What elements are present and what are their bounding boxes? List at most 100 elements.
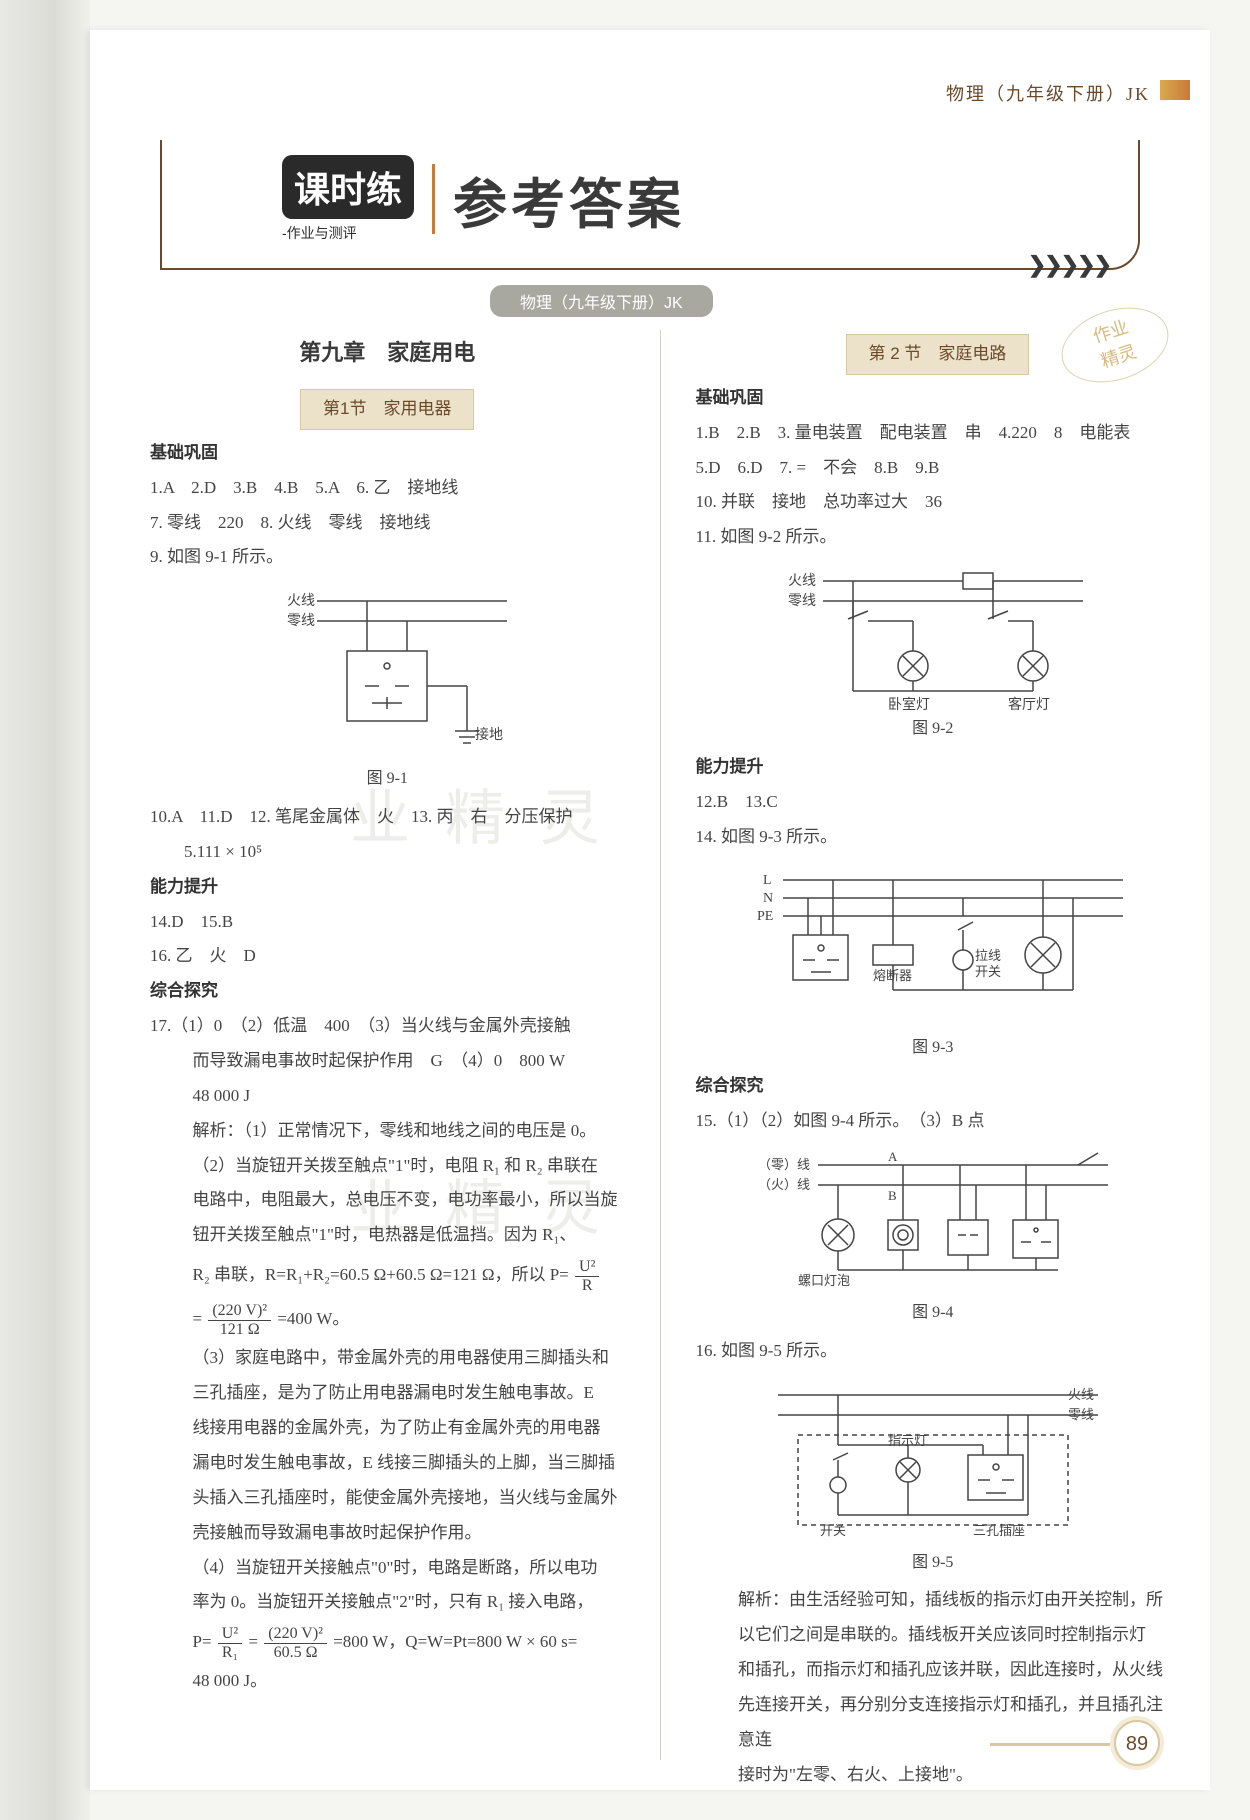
ans-line: 12.B 13.C [696, 785, 1171, 820]
ans-line: 15.（1）（2）如图 9-4 所示。 （3）B 点 [696, 1104, 1171, 1139]
subhead-basic: 基础巩固 [696, 381, 1171, 416]
figure-9-1: 火线 零线 接地 [257, 581, 517, 761]
svg-text:开关: 开关 [820, 1523, 846, 1538]
ans-line: 7. 零线 220 8. 火线 零线 接地线 [150, 506, 625, 541]
subject-pill: 物理（九年级下册）JK [490, 285, 713, 317]
ans-line: 线接用电器的金属外壳，为了防止有金属外壳的用电器 [150, 1411, 625, 1446]
svg-text:火线: 火线 [788, 573, 816, 589]
ans-line: 率为 0。当旋钮开关接触点"2"时，只有 R₁ 接入电路， [150, 1585, 625, 1620]
ans-line: 先连接开关，再分别分支连接指示灯和插孔，并且插孔注意连 [696, 1688, 1171, 1758]
ans-line: = (220 V)² 121 Ω =400 W。 [150, 1297, 625, 1341]
right-column: 第 2 节 家庭电路 基础巩固 1.B 2.B 3. 量电装置 配电装置 串 4… [696, 330, 1171, 1760]
left-column: 第九章 家庭用电 第1节 家用电器 基础巩固 1.A 2.D 3.B 4.B 5… [150, 330, 625, 1760]
section-bar-2: 第 2 节 家庭电路 [846, 334, 1030, 375]
svg-text:N: N [763, 891, 773, 906]
ans-line: （4）当旋钮开关接触点"0"时，电路是断路，所以电功 [150, 1551, 625, 1586]
svg-text:零线: 零线 [788, 593, 816, 609]
svg-text:L: L [763, 873, 772, 888]
subhead-ability: 能力提升 [150, 870, 625, 905]
title-inner: 课时练 -作业与测评 参考答案 [282, 155, 685, 243]
fraction: (220 V)² 60.5 Ω [264, 1625, 327, 1661]
ans-line: 电路中，电阻最大，总电压不变，电功率最小，所以当旋 [150, 1183, 625, 1218]
badge-column: 课时练 -作业与测评 [282, 155, 414, 243]
ans-line: （2）当旋钮开关拨至触点"1"时，电阻 R₁ 和 R₂ 串联在 [150, 1149, 625, 1184]
chevrons-icon: ❯❯❯❯❯ [1028, 252, 1110, 278]
fig91-fire: 火线 [287, 593, 315, 609]
ans-line: 漏电时发生触电事故，E 线接三脚插头的上脚，当三脚插 [150, 1446, 625, 1481]
ans-line: R₂ 串联，R=R₁+R₂=60.5 Ω+60.5 Ω=121 Ω，所以 P= … [150, 1253, 625, 1297]
fig91-ground: 接地 [475, 726, 503, 743]
ans-line: （3）家庭电路中，带金属外壳的用电器使用三脚插头和 [150, 1341, 625, 1376]
eq-text: P= [193, 1632, 212, 1651]
fraction: (220 V)² 121 Ω [208, 1302, 271, 1338]
columns: 第九章 家庭用电 第1节 家用电器 基础巩固 1.A 2.D 3.B 4.B 5… [150, 330, 1170, 1760]
ans-line: 和插孔，而指示灯和插孔应该并联，因此连接时，从火线 [696, 1653, 1171, 1688]
figure-9-2: 火线 零线 卧室灯 客厅灯 [763, 561, 1103, 711]
svg-text:火线: 火线 [1068, 1387, 1094, 1402]
subhead-basic: 基础巩固 [150, 436, 625, 471]
eq-text: = [193, 1309, 203, 1328]
svg-text:开关: 开关 [975, 964, 1001, 979]
ans-line: 解析：由生活经验可知，插线板的指示灯由开关控制，所 [696, 1583, 1171, 1618]
svg-text:（零）线: （零）线 [758, 1157, 810, 1172]
ans-line: 10.A 11.D 12. 笔尾金属体 火 13. 丙 右 分压保护 [150, 800, 625, 835]
fraction: U² R₁ [218, 1625, 242, 1661]
svg-text:螺口灯泡: 螺口灯泡 [798, 1273, 850, 1288]
ans-line: 钮开关拨至触点"1"时，电热器是低温挡。因为 R₁、 [150, 1218, 625, 1253]
svg-text:PE: PE [757, 909, 773, 924]
ans-line: 17.（1）0 （2）低温 400 （3）当火线与金属外壳接触 [150, 1009, 625, 1044]
ans-line: 48 000 J [150, 1079, 625, 1114]
ans-line: 而导致漏电事故时起保护作用 G （4）0 800 W [150, 1044, 625, 1079]
eq-text: R₂ 串联，R=R₁+R₂=60.5 Ω+60.5 Ω=121 Ω，所以 P= [193, 1265, 569, 1284]
ans-line: 11. 如图 9-2 所示。 [696, 520, 1171, 555]
svg-text:熔断器: 熔断器 [873, 968, 912, 983]
ans-line: 以它们之间是串联的。插线板开关应该同时控制指示灯 [696, 1618, 1171, 1653]
ans-line: 1.B 2.B 3. 量电装置 配电装置 串 4.220 8 电能表 [696, 416, 1171, 451]
badge-sub: -作业与测评 [282, 223, 357, 243]
fig91-zero: 零线 [287, 613, 315, 629]
figure-9-5: 火线 零线 指示灯 开关 三孔插座 [748, 1375, 1118, 1545]
subhead-explore: 综合探究 [150, 974, 625, 1009]
eq-text: = [248, 1632, 262, 1651]
svg-text:客厅灯: 客厅灯 [1008, 696, 1050, 711]
ans-line: 三孔插座，是为了防止用电器漏电时发生触电事故。E [150, 1376, 625, 1411]
column-divider [660, 330, 661, 1760]
section-bar-1: 第1节 家用电器 [300, 389, 474, 430]
title-frame: 课时练 -作业与测评 参考答案 [160, 140, 1140, 270]
ans-line: 9. 如图 9-1 所示。 [150, 540, 625, 575]
svg-text:三孔插座: 三孔插座 [973, 1523, 1025, 1538]
svg-text:拉线: 拉线 [975, 948, 1001, 963]
ans-line: 5.D 6.D 7. = 不会 8.B 9.B [696, 451, 1171, 486]
svg-text:（火）线: （火）线 [758, 1177, 810, 1192]
figure-9-3: L N PE 熔断器 拉线 开关 [733, 860, 1133, 1030]
ans-line: 壳接触而导致漏电事故时起保护作用。 [150, 1516, 625, 1551]
ans-line: P= U² R₁ = (220 V)² 60.5 Ω =800 W，Q=W=Pt… [150, 1620, 625, 1664]
fig93-caption: 图 9-3 [696, 1032, 1171, 1065]
title-main: 参考答案 [453, 160, 685, 239]
ans-line: 接时为"左零、右火、上接地"。 [696, 1758, 1171, 1793]
badge: 课时练 [282, 155, 414, 219]
figure-9-4: （零）线 （火）线 A B 螺口灯泡 [738, 1145, 1128, 1295]
ans-line: 5.111 × 10⁵ [150, 835, 625, 870]
ans-line: 14. 如图 9-3 所示。 [696, 820, 1171, 855]
svg-text:零线: 零线 [1068, 1407, 1094, 1422]
ans-line: 10. 并联 接地 总功率过大 36 [696, 485, 1171, 520]
ans-line: 头插入三孔插座时，能使金属外壳接地，当火线与金属外 [150, 1481, 625, 1516]
svg-text:指示灯: 指示灯 [888, 1433, 927, 1448]
eq-text: =800 W，Q=W=Pt=800 W × 60 s= [333, 1632, 577, 1651]
ans-line: 16. 乙 火 D [150, 939, 625, 974]
svg-text:卧室灯: 卧室灯 [888, 696, 930, 711]
header-subject-label: 物理（九年级下册）JK [946, 80, 1150, 106]
page: 物理（九年级下册）JK 课时练 -作业与测评 参考答案 ❯❯❯❯❯ 物理（九年级… [90, 30, 1210, 1790]
ans-line: 14.D 15.B [150, 905, 625, 940]
eq-text: =400 W。 [277, 1309, 349, 1328]
fig91-caption: 图 9-1 [150, 763, 625, 796]
svg-text:B: B [888, 1188, 897, 1203]
ans-line: 1.A 2.D 3.B 4.B 5.A 6. 乙 接地线 [150, 471, 625, 506]
ans-line: 48 000 J。 [150, 1664, 625, 1699]
fraction: U² R [575, 1258, 599, 1294]
ans-line: 16. 如图 9-5 所示。 [696, 1334, 1171, 1369]
ans-line: 解析：（1）正常情况下，零线和地线之间的电压是 0。 [150, 1114, 625, 1149]
header-color-bar [1160, 80, 1190, 100]
fig95-caption: 图 9-5 [696, 1547, 1171, 1580]
